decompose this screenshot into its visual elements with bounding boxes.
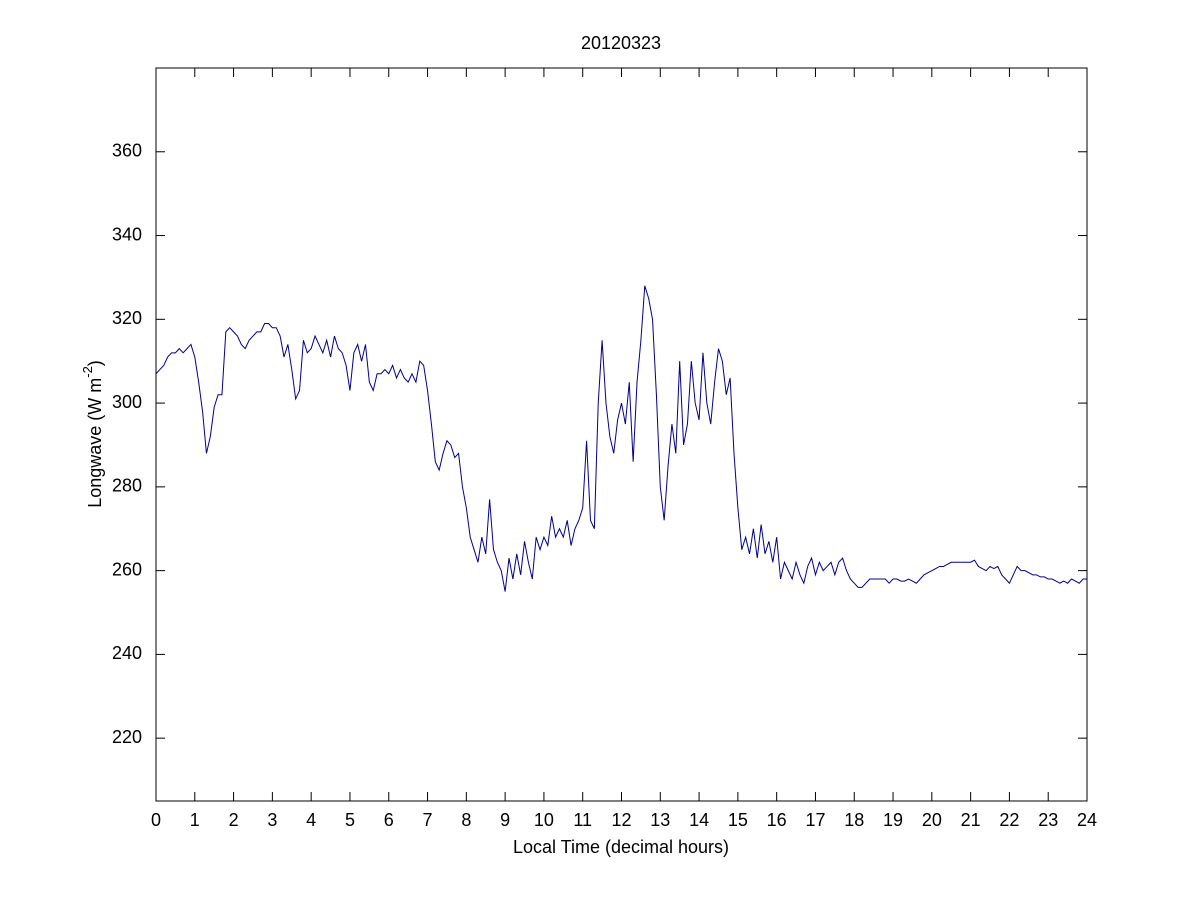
y-tick-label: 320 [112,308,142,328]
x-tick-label: 9 [500,810,510,830]
y-label-sup: -2 [80,366,95,378]
x-axis-label: Local Time (decimal hours) [513,837,729,857]
x-tick-label: 7 [423,810,433,830]
x-tick-label: 12 [611,810,631,830]
y-tick-label: 260 [112,559,142,579]
x-tick-label: 8 [461,810,471,830]
x-tick-label: 21 [961,810,981,830]
x-tick-label: 19 [883,810,903,830]
y-tick-label: 240 [112,643,142,663]
x-tick-label: 6 [384,810,394,830]
x-tick-label: 22 [999,810,1019,830]
chart-title: 20120323 [581,33,661,53]
x-tick-label: 23 [1038,810,1058,830]
x-tick-label: 17 [805,810,825,830]
x-tick-label: 20 [922,810,942,830]
x-tick-label: 11 [573,810,592,830]
x-tick-label: 2 [229,810,239,830]
x-tick-label: 15 [728,810,748,830]
y-tick-label: 280 [112,476,142,496]
x-tick-label: 3 [267,810,277,830]
x-tick-label: 5 [345,810,355,830]
y-tick-label: 300 [112,392,142,412]
x-tick-label: 13 [650,810,670,830]
x-tick-label: 18 [844,810,864,830]
y-label-main: Longwave (W m [85,378,105,508]
x-tick-label: 4 [306,810,316,830]
y-tick-label: 360 [112,141,142,161]
x-tick-label: 14 [689,810,709,830]
y-axis-label: Longwave (W m-2) [80,360,104,508]
y-tick-label: 340 [112,224,142,244]
data-line [155,285,1087,592]
x-tick-label: 10 [534,810,554,830]
y-tick-label: 220 [112,727,142,747]
x-tick-label: 1 [190,810,200,830]
x-tick-label: 0 [151,810,161,830]
plot-area [155,67,1088,802]
x-tick-label: 24 [1077,810,1097,830]
y-label-end: ) [85,360,105,366]
x-tick-label: 16 [767,810,787,830]
